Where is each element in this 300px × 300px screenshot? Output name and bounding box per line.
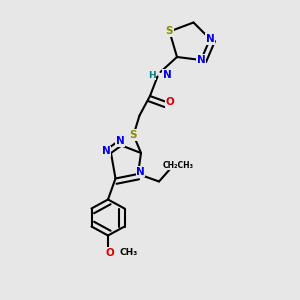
Text: S: S bbox=[166, 26, 173, 37]
Text: N: N bbox=[136, 167, 145, 177]
Text: O: O bbox=[166, 97, 175, 107]
Text: CH₃: CH₃ bbox=[119, 248, 138, 257]
Text: S: S bbox=[130, 130, 137, 140]
Text: H: H bbox=[148, 70, 156, 80]
Text: N: N bbox=[116, 136, 124, 146]
Text: N: N bbox=[102, 146, 111, 157]
Text: N: N bbox=[163, 70, 172, 80]
Text: O: O bbox=[105, 248, 114, 258]
Text: CH₂CH₃: CH₂CH₃ bbox=[163, 161, 194, 170]
Text: N: N bbox=[206, 34, 214, 44]
Text: N: N bbox=[196, 55, 206, 65]
